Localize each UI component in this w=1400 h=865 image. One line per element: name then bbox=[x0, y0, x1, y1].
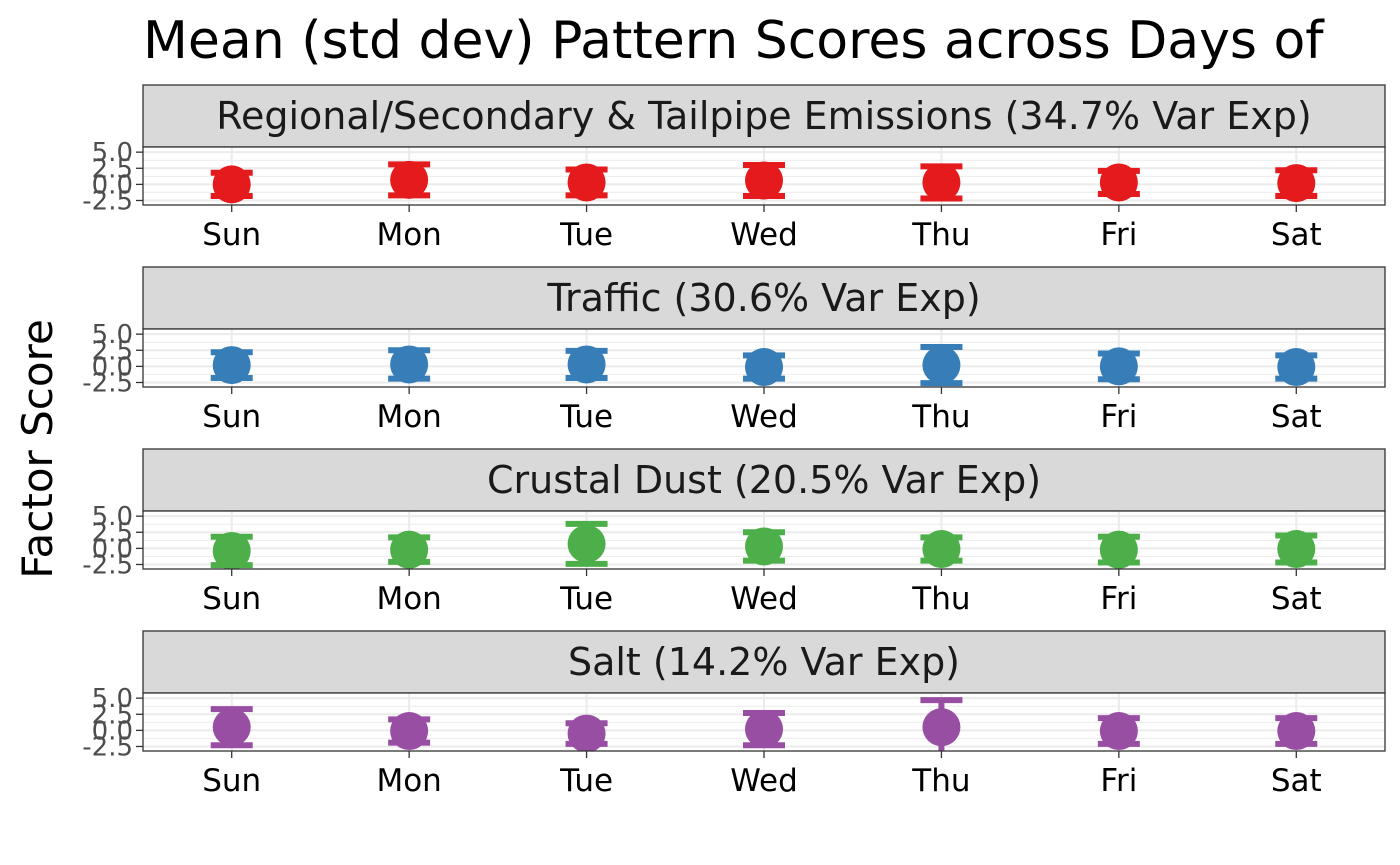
y-tick-label: -2.5 bbox=[82, 368, 133, 398]
data-point bbox=[1277, 712, 1316, 751]
x-tick-label: Wed bbox=[730, 763, 798, 799]
data-point bbox=[1277, 348, 1316, 387]
x-tick-label: Mon bbox=[376, 763, 441, 799]
x-tick-label: Fri bbox=[1100, 581, 1137, 617]
y-tick-label: 0.0 bbox=[92, 170, 133, 200]
y-tick-label: 2.5 bbox=[92, 154, 133, 184]
data-point bbox=[212, 165, 251, 204]
facet-strip bbox=[142, 630, 1386, 694]
data-point bbox=[922, 708, 961, 747]
facet-panel: Crustal Dust (20.5% Var Exp) -2.50.02.55.… bbox=[82, 448, 1386, 617]
x-tick-label: Fri bbox=[1100, 763, 1137, 799]
data-point bbox=[390, 530, 429, 569]
data-point bbox=[567, 524, 606, 563]
x-tick-label: Tue bbox=[559, 763, 613, 799]
data-point bbox=[567, 163, 606, 202]
data-point bbox=[567, 714, 606, 751]
facet-strip bbox=[142, 266, 1386, 330]
data-point bbox=[922, 346, 961, 385]
x-tick-label: Sat bbox=[1271, 399, 1322, 435]
facet-strip-label: Traffic (30.6% Var Exp) bbox=[546, 276, 980, 320]
data-point bbox=[1099, 163, 1138, 202]
data-point bbox=[212, 531, 251, 569]
x-tick-label: Tue bbox=[559, 581, 613, 617]
facet-panel: Regional/Secondary & Tailpipe Emissions … bbox=[82, 84, 1386, 253]
data-layer bbox=[210, 697, 1318, 751]
data-point bbox=[390, 712, 429, 751]
x-tick-label: Thu bbox=[911, 399, 970, 435]
x-tick-label: Thu bbox=[911, 763, 970, 799]
data-point bbox=[212, 346, 251, 385]
data-layer bbox=[210, 344, 1318, 387]
data-point bbox=[1099, 530, 1138, 569]
x-tick-label: Sat bbox=[1271, 763, 1322, 799]
x-tick-label: Mon bbox=[376, 217, 441, 253]
x-tick-label: Mon bbox=[376, 399, 441, 435]
facet-strip-label: Regional/Secondary & Tailpipe Emissions … bbox=[216, 94, 1311, 138]
y-tick-label: 5.0 bbox=[92, 684, 133, 714]
facet-strip-label: Crustal Dust (20.5% Var Exp) bbox=[487, 458, 1041, 502]
x-tick-label: Wed bbox=[730, 581, 798, 617]
data-point bbox=[745, 527, 783, 566]
data-point bbox=[745, 161, 783, 200]
x-tick-label: Sun bbox=[202, 217, 261, 253]
data-point bbox=[212, 708, 251, 747]
data-point bbox=[567, 345, 606, 384]
y-axis-title: Factor Score bbox=[13, 319, 62, 579]
x-tick-label: Sun bbox=[202, 581, 261, 617]
y-tick-label: 2.5 bbox=[92, 336, 133, 366]
facet-strip bbox=[142, 448, 1386, 512]
facet-panel: Salt (14.2% Var Exp) -2.50.02.55.0 Sun Mon T… bbox=[82, 630, 1386, 799]
data-layer bbox=[210, 520, 1318, 569]
facet-strip-label: Salt (14.2% Var Exp) bbox=[568, 640, 960, 684]
y-tick-label: 0.0 bbox=[92, 534, 133, 564]
x-tick-label: Sun bbox=[202, 763, 261, 799]
x-tick-label: Wed bbox=[730, 217, 798, 253]
x-tick-label: Fri bbox=[1100, 399, 1137, 435]
x-tick-label: Sun bbox=[202, 399, 261, 435]
y-tick-label: 0.0 bbox=[92, 352, 133, 382]
x-tick-label: Wed bbox=[730, 399, 798, 435]
x-tick-label: Mon bbox=[376, 581, 441, 617]
facet-strip bbox=[142, 84, 1386, 148]
x-tick-label: Sat bbox=[1271, 581, 1322, 617]
data-point bbox=[1099, 712, 1138, 751]
x-tick-label: Sat bbox=[1271, 217, 1322, 253]
facet-panel: Traffic (30.6% Var Exp) -2.50.02.55.0 Sun M… bbox=[82, 266, 1386, 435]
y-tick-label: 2.5 bbox=[92, 700, 133, 730]
data-point bbox=[1099, 347, 1138, 386]
data-point bbox=[922, 163, 961, 202]
chart-title: Mean (std dev) Pattern Scores across Day… bbox=[143, 11, 1325, 71]
x-tick-label: Tue bbox=[559, 399, 613, 435]
data-point bbox=[1277, 530, 1316, 569]
y-tick-label: 2.5 bbox=[92, 518, 133, 548]
y-tick-label: 5.0 bbox=[92, 502, 133, 532]
y-tick-label: -2.5 bbox=[82, 186, 133, 216]
y-tick-label: -2.5 bbox=[82, 550, 133, 580]
y-tick-label: 0.0 bbox=[92, 716, 133, 746]
x-tick-label: Tue bbox=[559, 217, 613, 253]
data-point bbox=[390, 160, 429, 199]
data-point bbox=[745, 710, 783, 749]
data-point bbox=[745, 348, 783, 387]
x-tick-label: Thu bbox=[911, 581, 970, 617]
y-tick-label: 5.0 bbox=[92, 138, 133, 168]
data-point bbox=[390, 345, 429, 384]
data-point bbox=[1277, 164, 1316, 203]
y-tick-label: 5.0 bbox=[92, 320, 133, 350]
x-tick-label: Fri bbox=[1100, 217, 1137, 253]
y-tick-label: -2.5 bbox=[82, 732, 133, 762]
data-layer bbox=[210, 160, 1318, 204]
data-point bbox=[922, 530, 961, 569]
facet-panels: Regional/Secondary & Tailpipe Emissions … bbox=[82, 84, 1386, 799]
x-tick-label: Thu bbox=[911, 217, 970, 253]
